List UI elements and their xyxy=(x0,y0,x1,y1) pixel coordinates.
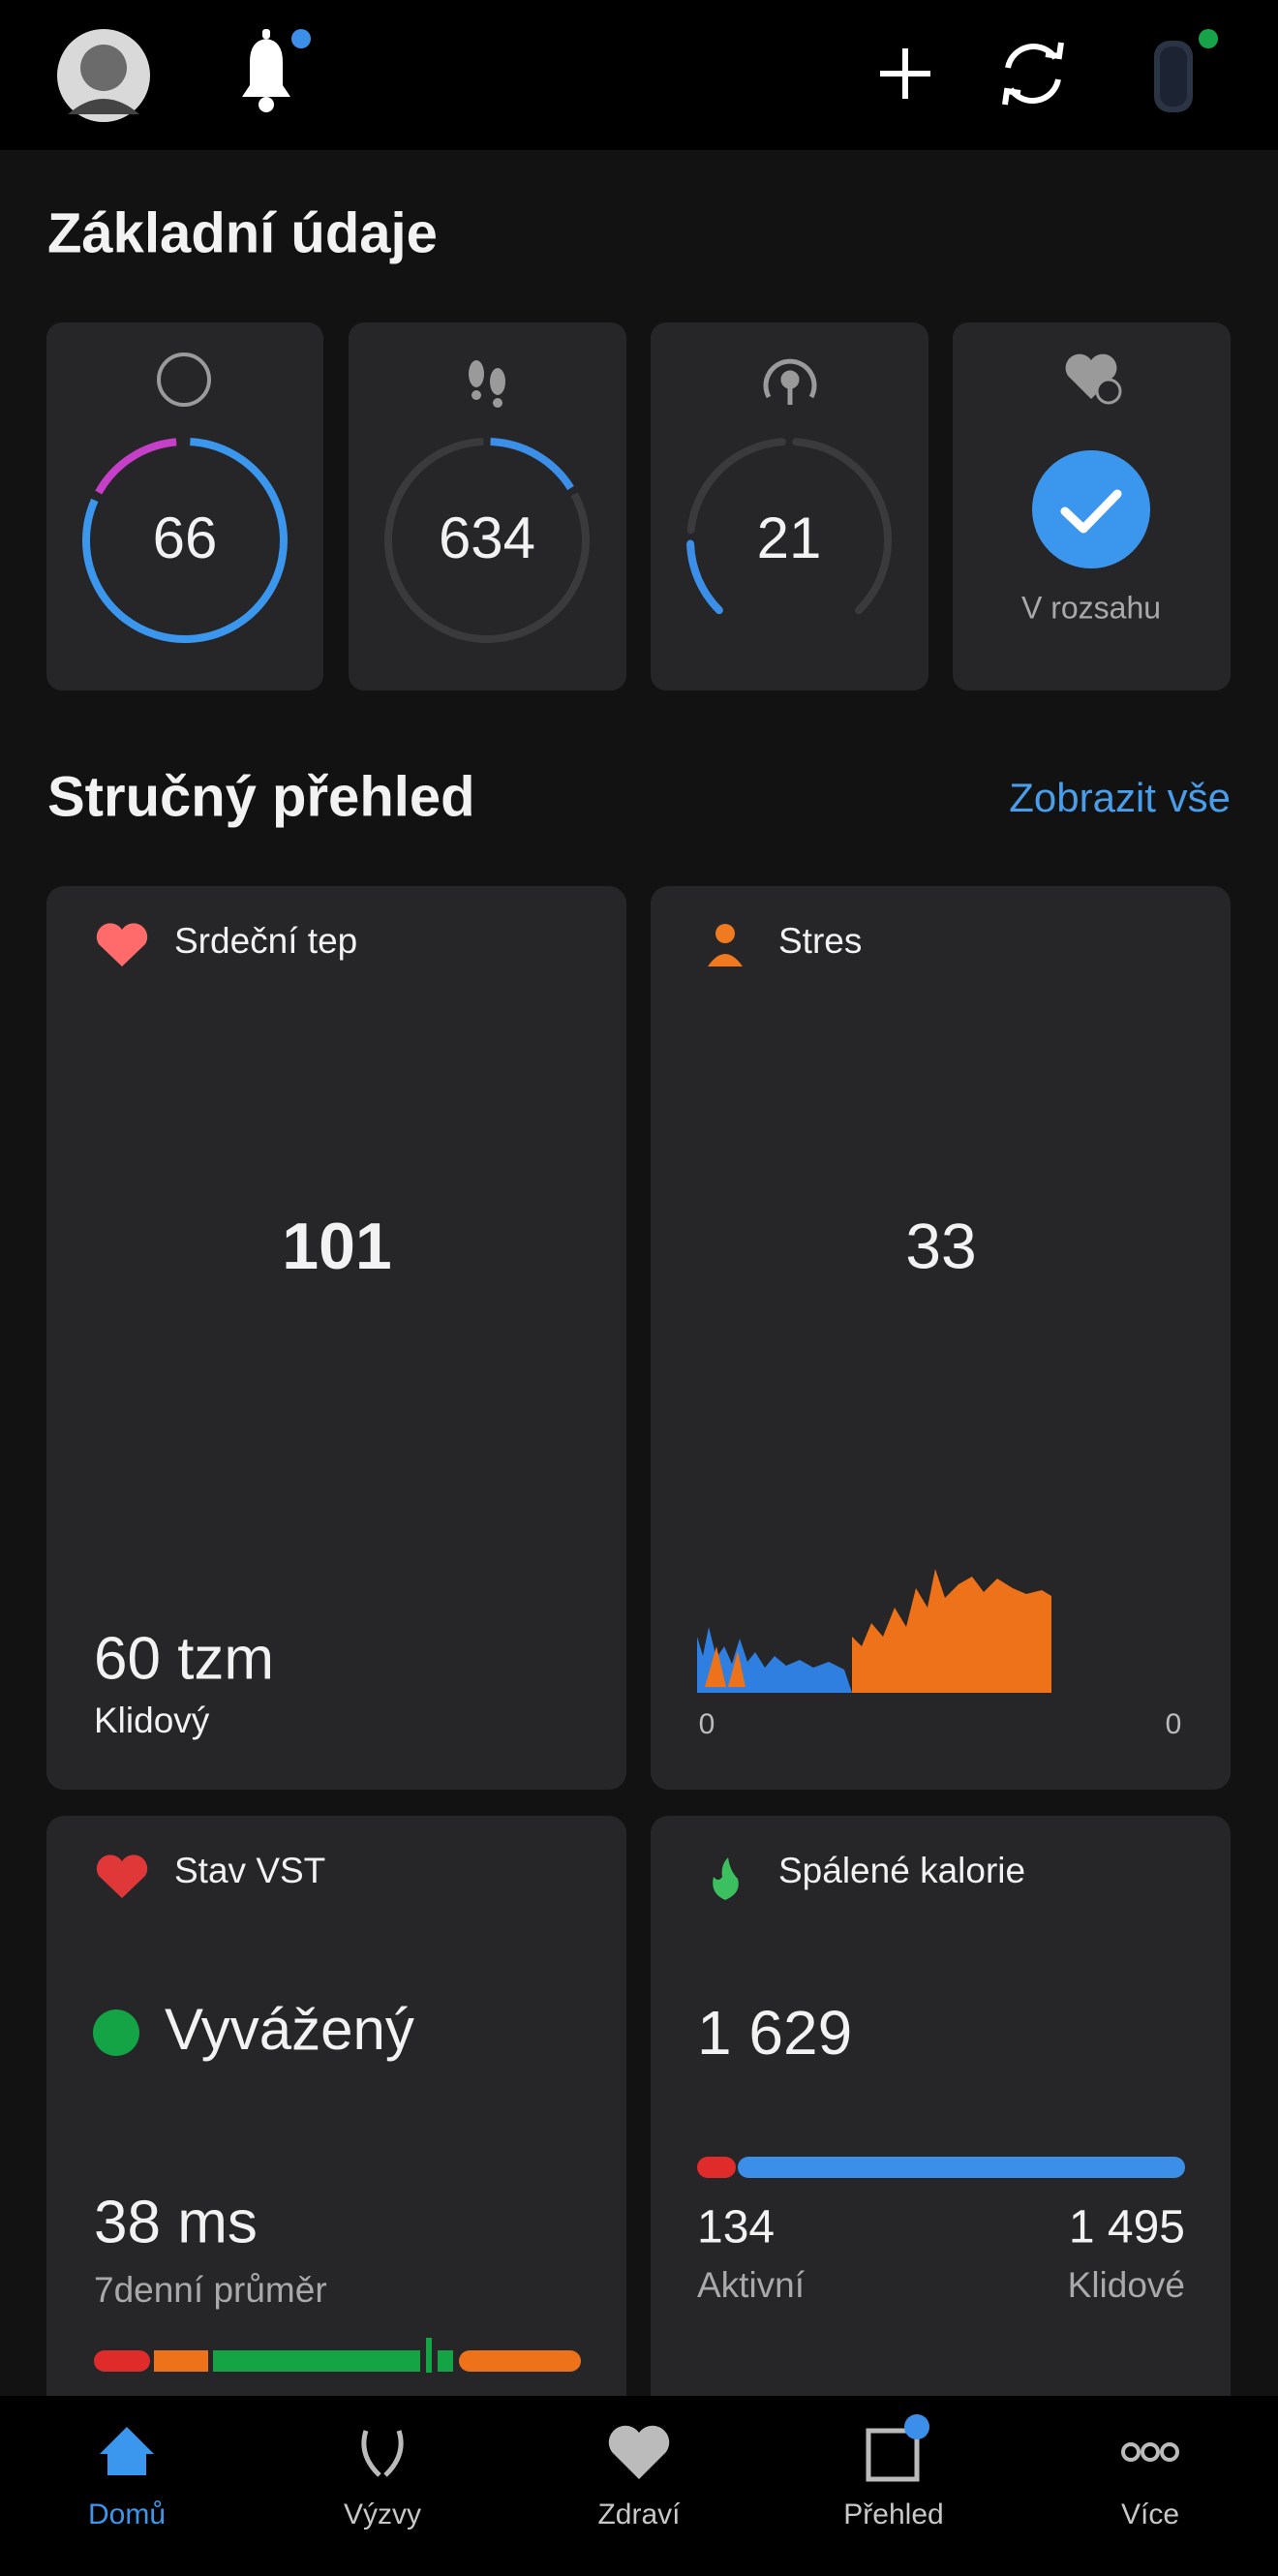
resting-label: Klidový xyxy=(94,1701,210,1740)
nav-label[interactable]: Domů xyxy=(88,2499,166,2530)
resting-heart-rate: 60 tzm xyxy=(94,1625,274,1692)
health-icon xyxy=(1065,353,1122,405)
stress-chart-stress xyxy=(852,1569,1051,1693)
stat-card[interactable] xyxy=(349,322,626,690)
resting-calories-label: Klidové xyxy=(1068,2265,1185,2305)
nav-label[interactable]: Přehled xyxy=(843,2499,943,2530)
notifications-button[interactable] xyxy=(242,29,311,112)
view-all-link[interactable]: Zobrazit vše xyxy=(1009,775,1231,820)
ring-arc xyxy=(384,438,590,643)
calories-card[interactable] xyxy=(651,1816,1231,2416)
hrv-value: 38 ms xyxy=(94,2189,258,2255)
card-title: Srdeční tep xyxy=(174,921,357,961)
home-icon[interactable] xyxy=(100,2427,154,2475)
reports-icon[interactable] xyxy=(866,2414,929,2482)
avatar[interactable] xyxy=(57,29,150,122)
sleep-score: 66 xyxy=(153,506,218,570)
intensity-icon xyxy=(763,358,817,405)
active-label: Aktivní xyxy=(697,2265,806,2305)
device-button[interactable] xyxy=(1154,29,1218,112)
stress-card[interactable] xyxy=(651,886,1231,1790)
nav-label[interactable]: Více xyxy=(1121,2499,1179,2530)
calories-total: 1 629 xyxy=(697,1998,852,2068)
heart-rate-card[interactable] xyxy=(46,886,626,1790)
sleep-icon xyxy=(157,353,211,407)
ring-arc xyxy=(792,438,892,615)
ring-arc xyxy=(490,438,574,491)
steps-icon xyxy=(469,360,505,408)
add-button[interactable] xyxy=(880,48,930,99)
stat-card[interactable] xyxy=(651,322,928,690)
section-title: Stručný přehled xyxy=(47,765,475,828)
active-calories-bar xyxy=(697,2157,736,2178)
section-title: Základní údaje xyxy=(47,201,438,264)
chart-axis-label: 0 xyxy=(699,1708,715,1740)
status-badge xyxy=(1032,450,1150,568)
card-title: Spálené kalorie xyxy=(778,1851,1025,1890)
hrv-value-label: 7denní průměr xyxy=(94,2270,327,2310)
stress-icon xyxy=(708,924,743,966)
check-icon xyxy=(1060,489,1122,534)
top-bar xyxy=(0,0,1278,150)
resting-calories-bar xyxy=(738,2157,1185,2178)
hrv-range-bar xyxy=(94,2338,581,2373)
heart-icon xyxy=(96,923,148,966)
hrv-card[interactable] xyxy=(46,1816,626,2416)
hrv-icon xyxy=(96,1855,148,1898)
status-dot xyxy=(93,2009,139,2056)
health-nav-icon[interactable] xyxy=(608,2425,670,2479)
stress-chart-spikes xyxy=(705,1646,746,1687)
nav-label[interactable]: Výzvy xyxy=(344,2499,421,2530)
more-icon[interactable] xyxy=(1121,2442,1179,2462)
ring-arc xyxy=(82,438,288,643)
challenges-icon[interactable] xyxy=(361,2430,404,2477)
calories-icon xyxy=(713,1857,739,1900)
ring-arc xyxy=(95,438,177,495)
resting-calories: 1 495 xyxy=(1069,2202,1185,2254)
card-title: Stav VST xyxy=(174,1851,325,1890)
steps: 634 xyxy=(439,506,535,570)
stress-value: 33 xyxy=(905,1210,976,1281)
status-label: V rozsahu xyxy=(1021,590,1161,625)
nav-label[interactable]: Zdraví xyxy=(597,2499,681,2530)
bottom-nav xyxy=(0,2396,1278,2576)
card-title: Stres xyxy=(778,921,862,961)
ring-arc xyxy=(686,438,786,535)
hrv-status: Vyvážený xyxy=(165,1997,414,2062)
active-calories: 134 xyxy=(697,2202,775,2254)
heart-rate-value: 101 xyxy=(282,1210,391,1283)
sync-button[interactable] xyxy=(1002,42,1064,106)
intensity-minutes: 21 xyxy=(757,506,822,570)
ring-arc xyxy=(686,539,723,615)
stat-card[interactable] xyxy=(46,322,323,690)
chart-axis-label: 0 xyxy=(1166,1708,1182,1740)
